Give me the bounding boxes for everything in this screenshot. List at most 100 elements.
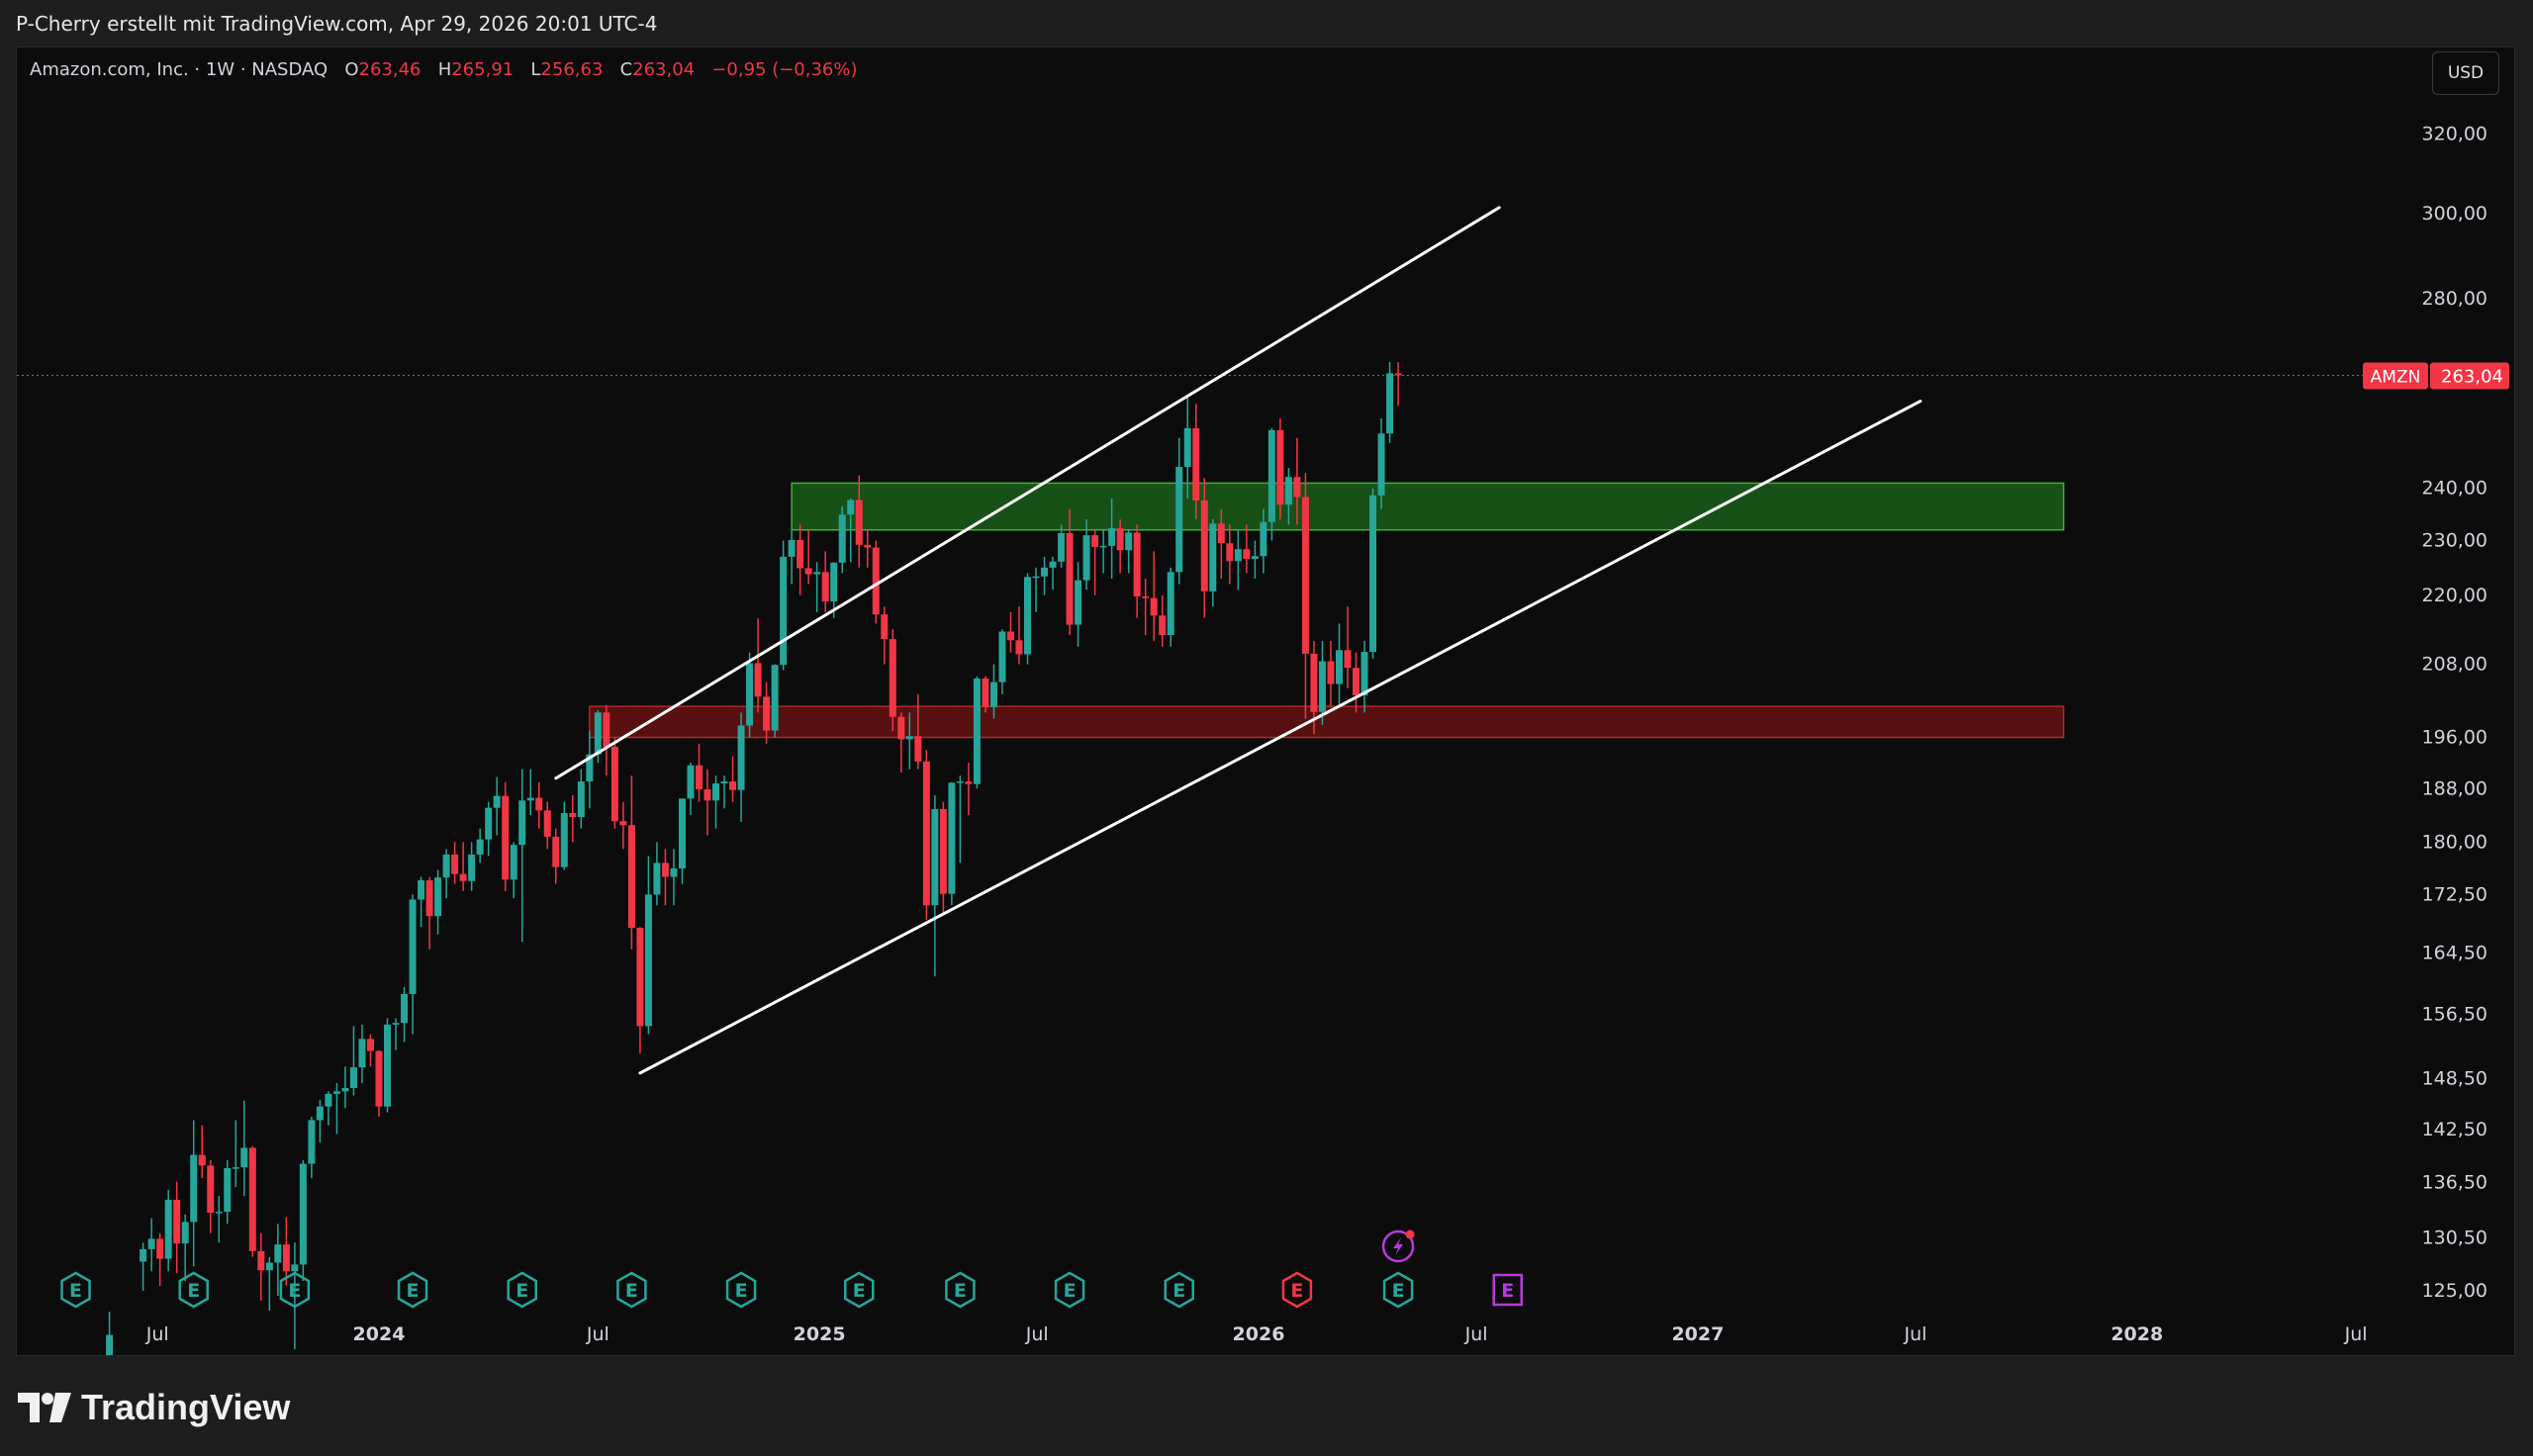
- earnings-icon[interactable]: [507, 1271, 537, 1309]
- candle-body[interactable]: [956, 781, 964, 783]
- candle-body[interactable]: [1335, 650, 1343, 684]
- earnings-icon[interactable]: [725, 1271, 757, 1309]
- candle-body[interactable]: [797, 539, 804, 569]
- candle-body[interactable]: [973, 679, 981, 784]
- candle-body[interactable]: [409, 899, 417, 994]
- candle-body[interactable]: [577, 781, 585, 818]
- candle-body[interactable]: [1024, 577, 1032, 655]
- earnings-red-icon[interactable]: [1281, 1271, 1313, 1309]
- candle-body[interactable]: [332, 1091, 340, 1094]
- candle-body[interactable]: [1125, 532, 1133, 551]
- candle-body[interactable]: [569, 813, 577, 818]
- earnings-upcoming-icon[interactable]: [1492, 1273, 1523, 1307]
- candle-body[interactable]: [653, 863, 661, 895]
- candle-body[interactable]: [989, 682, 997, 707]
- candle-body[interactable]: [341, 1087, 349, 1092]
- flash-event-icon[interactable]: [1381, 1229, 1415, 1263]
- candle-body[interactable]: [610, 747, 618, 822]
- candle-body[interactable]: [737, 725, 745, 790]
- candle-body[interactable]: [232, 1167, 239, 1169]
- candle-body[interactable]: [248, 1147, 256, 1251]
- lower-channel-line[interactable]: [638, 400, 1923, 1075]
- candle-body[interactable]: [349, 1067, 357, 1088]
- candle-body[interactable]: [821, 572, 829, 602]
- candle-body[interactable]: [586, 754, 594, 782]
- chart-panel[interactable]: E E E E E E E E E E E E E E 125,00 130,50 136,50 142,50 14…: [16, 46, 2515, 1356]
- candle-body[interactable]: [1066, 532, 1074, 625]
- candle-body[interactable]: [905, 736, 913, 740]
- candle-body[interactable]: [780, 556, 788, 666]
- candle-body[interactable]: [788, 539, 796, 557]
- candle-body[interactable]: [1015, 640, 1023, 655]
- candle-body[interactable]: [1142, 595, 1150, 598]
- candle-body[interactable]: [358, 1039, 366, 1068]
- candle-body[interactable]: [451, 854, 459, 874]
- candle-body[interactable]: [1360, 652, 1368, 696]
- candle-body[interactable]: [1159, 615, 1167, 636]
- earnings-icon[interactable]: [397, 1271, 428, 1309]
- candle-body[interactable]: [695, 765, 703, 789]
- candle-body[interactable]: [442, 854, 450, 878]
- demand-zone[interactable]: [589, 705, 2065, 739]
- earnings-icon[interactable]: [60, 1271, 91, 1309]
- candle-body[interactable]: [392, 1023, 400, 1025]
- candle-body[interactable]: [1344, 650, 1352, 669]
- candle-body[interactable]: [299, 1163, 307, 1265]
- candle-body[interactable]: [384, 1024, 392, 1107]
- candle-body[interactable]: [1369, 495, 1377, 653]
- candle-body[interactable]: [804, 568, 812, 575]
- candle-body[interactable]: [1175, 466, 1183, 573]
- candle-body[interactable]: [1058, 532, 1066, 562]
- candle-body[interactable]: [1209, 523, 1217, 592]
- candle-body[interactable]: [198, 1154, 206, 1166]
- candle-body[interactable]: [1226, 543, 1234, 562]
- candle-body[interactable]: [1234, 549, 1242, 562]
- candle-body[interactable]: [1183, 427, 1191, 467]
- candle-body[interactable]: [215, 1212, 223, 1214]
- candle-body[interactable]: [560, 813, 568, 867]
- candle-body[interactable]: [1133, 532, 1141, 596]
- candle-body[interactable]: [502, 795, 510, 880]
- candle-body[interactable]: [1310, 653, 1318, 712]
- candle-body[interactable]: [106, 1334, 114, 1355]
- candle-body[interactable]: [552, 836, 560, 867]
- candle-body[interactable]: [510, 845, 517, 880]
- candle-body[interactable]: [434, 877, 442, 917]
- candle-body[interactable]: [1251, 556, 1259, 560]
- candle-body[interactable]: [1006, 631, 1014, 641]
- candle-body[interactable]: [1091, 535, 1099, 548]
- candle-body[interactable]: [425, 880, 433, 917]
- price-chart[interactable]: E E E E E E E E E E E E E E 125,00 130,50 136,50 142,50 14…: [17, 47, 2514, 1355]
- supply-zone[interactable]: [791, 482, 2065, 531]
- candle-body[interactable]: [1049, 561, 1057, 568]
- earnings-icon[interactable]: [1164, 1271, 1194, 1309]
- upper-channel-line[interactable]: [554, 206, 1501, 780]
- candle-body[interactable]: [855, 500, 863, 545]
- candle-body[interactable]: [1082, 535, 1090, 581]
- currency-button[interactable]: USD: [2432, 51, 2499, 95]
- candle-body[interactable]: [922, 761, 930, 906]
- candle-body[interactable]: [931, 809, 939, 906]
- candle-body[interactable]: [678, 798, 686, 868]
- candle-body[interactable]: [1217, 523, 1225, 544]
- candle-body[interactable]: [140, 1248, 147, 1262]
- candle-body[interactable]: [838, 514, 846, 563]
- candle-body[interactable]: [1267, 429, 1275, 522]
- candle-body[interactable]: [485, 807, 493, 840]
- candle-body[interactable]: [366, 1039, 374, 1051]
- candle-body[interactable]: [1301, 497, 1309, 654]
- candle-body[interactable]: [1318, 661, 1326, 712]
- candle-body[interactable]: [173, 1199, 181, 1244]
- candle-body[interactable]: [181, 1222, 189, 1244]
- candle-body[interactable]: [375, 1050, 383, 1107]
- earnings-icon[interactable]: [1054, 1271, 1085, 1309]
- candle-body[interactable]: [274, 1244, 282, 1263]
- candle-body[interactable]: [147, 1238, 155, 1249]
- candle-body[interactable]: [207, 1165, 215, 1213]
- candle-body[interactable]: [282, 1244, 290, 1272]
- candle-body[interactable]: [518, 800, 526, 846]
- candle-body[interactable]: [670, 867, 678, 877]
- candle-body[interactable]: [627, 825, 635, 928]
- earnings-icon[interactable]: [616, 1271, 647, 1309]
- candle-body[interactable]: [1293, 477, 1301, 498]
